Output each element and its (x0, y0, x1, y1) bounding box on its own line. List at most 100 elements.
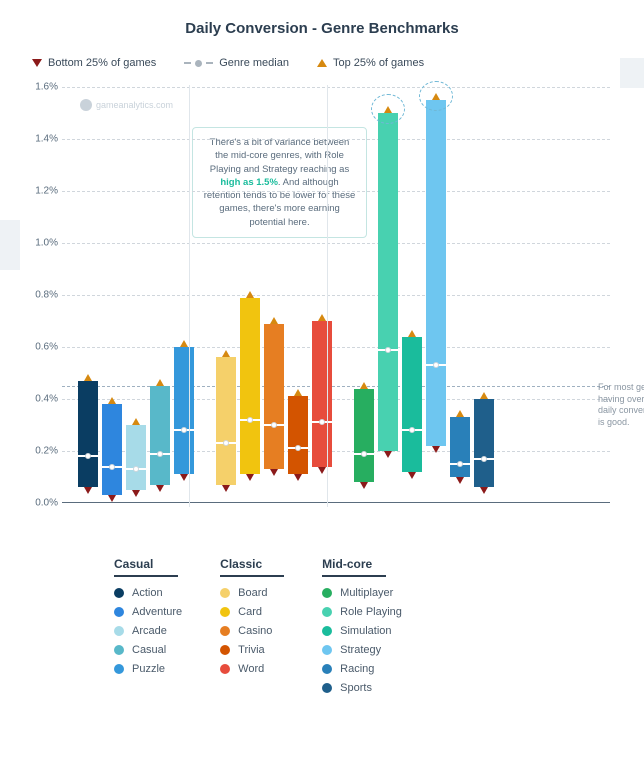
swatch-icon (114, 588, 124, 598)
triangle-down-icon (408, 472, 416, 479)
y-tick-label: 0.2% (24, 446, 58, 457)
bar-puzzle (174, 87, 194, 503)
category-legend: CasualActionAdventureArcadeCasualPuzzleC… (114, 555, 620, 701)
y-tick-label: 0.6% (24, 342, 58, 353)
bars-layer (62, 87, 610, 503)
bar-fill (474, 399, 494, 487)
legend-label: Casual (132, 644, 166, 656)
legend-column-classic: ClassicBoardCardCasinoTriviaWord (220, 555, 284, 701)
callout-ellipse (419, 81, 453, 111)
triangle-down-icon (84, 487, 92, 494)
swatch-icon (220, 588, 230, 598)
y-tick-label: 1.6% (24, 82, 58, 93)
triangle-down-icon (432, 446, 440, 453)
triangle-down-icon (246, 474, 254, 481)
y-tick-label: 0.4% (24, 394, 58, 405)
bar-strategy (426, 87, 446, 503)
bar-fill (378, 113, 398, 451)
bar-fill (312, 321, 332, 467)
bar-fill (78, 381, 98, 488)
bar-fill (354, 389, 374, 483)
legend-row: Card (220, 606, 284, 618)
legend-row: Multiplayer (322, 587, 402, 599)
triangle-up-icon (360, 382, 368, 389)
median-dot (319, 419, 325, 425)
legend-bottom25: Bottom 25% of games (32, 57, 156, 69)
legend-label: Adventure (132, 606, 182, 618)
legend-label: Arcade (132, 625, 167, 637)
legend-label: Action (132, 587, 163, 599)
legend-top: Bottom 25% of games Genre median Top 25%… (24, 57, 620, 69)
swatch-icon (322, 645, 332, 655)
group-divider (327, 85, 328, 507)
legend-label: Top 25% of games (333, 57, 424, 69)
bar-action (78, 87, 98, 503)
median-dot (85, 453, 91, 459)
y-tick-label: 1.4% (24, 134, 58, 145)
legend-label: Simulation (340, 625, 391, 637)
triangle-down-icon (456, 477, 464, 484)
legend-row: Sports (322, 682, 402, 694)
legend-label: Board (238, 587, 267, 599)
swatch-icon (220, 626, 230, 636)
swatch-icon (114, 607, 124, 617)
bar-fill (450, 417, 470, 477)
triangle-up-icon (317, 59, 327, 67)
bar-fill (288, 396, 308, 474)
swatch-icon (220, 607, 230, 617)
legend-row: Board (220, 587, 284, 599)
swatch-icon (322, 664, 332, 674)
callout-ellipse (371, 94, 405, 124)
bar-arcade (126, 87, 146, 503)
triangle-down-icon (480, 487, 488, 494)
bg-decoration (0, 220, 20, 270)
group-divider (189, 85, 190, 507)
bar-casino (264, 87, 284, 503)
median-dot (133, 466, 139, 472)
legend-row: Casino (220, 625, 284, 637)
swatch-icon (322, 683, 332, 693)
median-dot (181, 427, 187, 433)
median-dot (457, 461, 463, 467)
triangle-down-icon (294, 474, 302, 481)
legend-column-header: Mid-core (322, 557, 386, 577)
swatch-icon (322, 626, 332, 636)
median-icon (184, 58, 213, 69)
bar-racing (450, 87, 470, 503)
median-dot (223, 440, 229, 446)
legend-row: Adventure (114, 606, 182, 618)
triangle-down-icon (180, 474, 188, 481)
bar-multiplayer (354, 87, 374, 503)
swatch-icon (220, 645, 230, 655)
triangle-down-icon (108, 495, 116, 502)
bar-adventure (102, 87, 122, 503)
triangle-down-icon (384, 451, 392, 458)
bar-fill (150, 386, 170, 485)
legend-label: Word (238, 663, 264, 675)
bar-fill (240, 298, 260, 475)
triangle-down-icon (318, 467, 326, 474)
triangle-down-icon (156, 485, 164, 492)
median-dot (433, 362, 439, 368)
triangle-up-icon (132, 418, 140, 425)
triangle-up-icon (108, 397, 116, 404)
legend-label: Multiplayer (340, 587, 393, 599)
median-dot (295, 445, 301, 451)
median-dot (109, 464, 115, 470)
y-tick-label: 0.0% (24, 498, 58, 509)
legend-median: Genre median (184, 57, 289, 69)
triangle-up-icon (84, 374, 92, 381)
legend-row: Puzzle (114, 663, 182, 675)
legend-label: Sports (340, 682, 372, 694)
triangle-down-icon (132, 490, 140, 497)
median-dot (385, 347, 391, 353)
bar-fill (402, 337, 422, 472)
chart: gameanalytics.com There's a bit of varia… (62, 87, 610, 527)
bar-board (216, 87, 236, 503)
bar-word (312, 87, 332, 503)
legend-row: Simulation (322, 625, 402, 637)
triangle-up-icon (456, 410, 464, 417)
legend-column-header: Classic (220, 557, 284, 577)
legend-row: Casual (114, 644, 182, 656)
triangle-up-icon (408, 330, 416, 337)
